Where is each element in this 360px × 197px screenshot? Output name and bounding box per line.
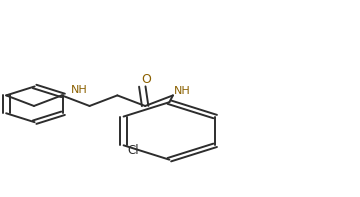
Text: Cl: Cl: [128, 144, 139, 157]
Text: NH: NH: [174, 85, 190, 96]
Text: O: O: [141, 73, 152, 86]
Text: NH: NH: [71, 85, 87, 95]
